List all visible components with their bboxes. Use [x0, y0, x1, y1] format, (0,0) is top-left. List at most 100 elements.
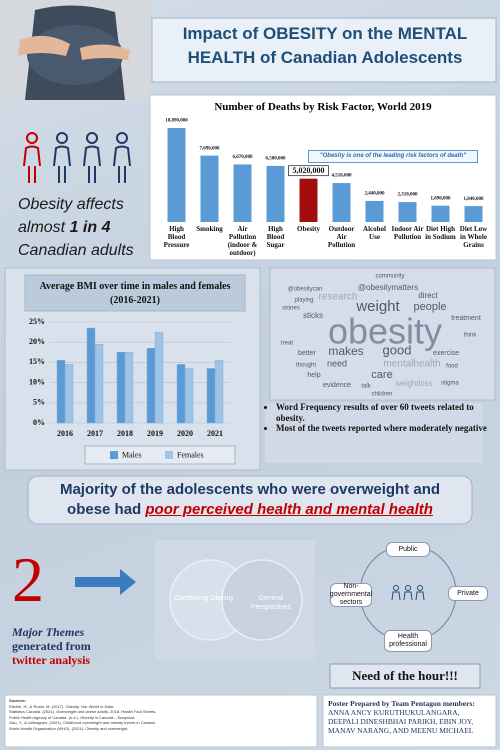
cloud-word: @obesitycan — [288, 287, 323, 293]
bar — [167, 128, 186, 222]
banner-highlight: poor perceived health and mental health — [145, 501, 433, 518]
chart-title-box — [24, 274, 246, 312]
bullet: Most of the tweets reported where modera… — [276, 423, 491, 434]
person-icon — [113, 132, 131, 183]
x-tick-label: Outdoor Air Pollution — [327, 225, 356, 249]
cloud-word: treatment — [451, 315, 481, 322]
y-tick-label: 0% — [33, 418, 45, 427]
bar — [332, 183, 351, 222]
bar — [206, 368, 216, 424]
venn-circle — [221, 559, 303, 641]
bar — [214, 360, 224, 424]
value-label: 2,440,000 — [365, 192, 386, 197]
bar — [184, 368, 194, 424]
photo-hand — [18, 35, 70, 56]
bar — [124, 352, 134, 424]
node: Health professional — [384, 630, 432, 652]
bullet: Word Frequency results of over 60 tweets… — [276, 402, 491, 423]
value-label: 6,500,000 — [266, 157, 287, 162]
word-cloud-panel — [269, 267, 496, 401]
bar — [146, 348, 156, 424]
themes-highlight: twitter analysis — [12, 653, 91, 667]
value-label: 1,890,000 — [431, 196, 452, 201]
cloud-word: talk — [361, 384, 371, 390]
value-label: 5,020,000 — [293, 166, 325, 175]
x-tick-label: Air Pollution (indoor & outdoor) — [227, 225, 258, 257]
credits-names: ANNA ANCY KURUTHUKULANGARA, DEEPALI DINE… — [328, 708, 474, 735]
cloud-word: weightloss — [394, 379, 432, 388]
icon-body — [53, 145, 71, 183]
legend-swatch — [110, 451, 118, 459]
cloud-word: direct — [418, 291, 438, 300]
sources: Sources: Ritchie, H., & Roser, M. (2017)… — [9, 698, 314, 731]
icon-head — [26, 132, 38, 144]
bar — [176, 364, 186, 424]
icon-body — [391, 591, 401, 601]
cloud-word: exercise — [433, 350, 459, 357]
icon-body — [113, 145, 131, 183]
cloud-word: sticks — [303, 311, 323, 320]
group-icon — [403, 585, 413, 601]
icon-body — [403, 591, 413, 601]
person-icon — [83, 132, 101, 183]
cloud-word: thought — [296, 363, 316, 369]
credits: Poster Prepared by Team Pentagon members… — [328, 699, 492, 735]
cloud-word: stigma — [441, 381, 459, 387]
venn-label: Combating Obesity — [174, 595, 234, 602]
bar — [431, 205, 450, 222]
source-item: Public Health Agency of Canada. (n.d.). … — [9, 714, 136, 720]
y-tick-label: 10% — [29, 377, 45, 386]
x-tick-label: 2021 — [207, 429, 223, 438]
banner-box — [27, 475, 473, 525]
sources-box — [4, 694, 318, 748]
icon-body — [83, 145, 101, 183]
source-item: Gao, Y., & colleagues. (2021). Childhood… — [9, 720, 156, 725]
cloud-word: playing — [294, 298, 313, 304]
cloud-word: care — [371, 369, 392, 381]
fact-highlight: 1 in 4 — [69, 219, 111, 236]
arrow — [75, 569, 136, 595]
x-tick-label: High Blood Pressure — [163, 225, 190, 249]
value-label: 6,670,000 — [233, 155, 254, 160]
person-icon — [23, 132, 41, 183]
icon-head — [393, 585, 399, 591]
credits-label: Poster Prepared by Team Pentagon members… — [328, 699, 475, 708]
bar — [200, 155, 219, 222]
bar — [365, 200, 384, 222]
x-tick-label: 2020 — [177, 429, 193, 438]
cloud-word: good — [383, 342, 412, 357]
x-tick-label: Alcohol Use — [363, 225, 386, 241]
source-item: Statistics Canada. (2021). Overweight an… — [9, 709, 157, 714]
bar — [154, 331, 164, 424]
annotation: "Obesity is one of the leading risk fact… — [308, 150, 478, 163]
cloud-word: think — [464, 333, 478, 339]
y-tick-label: 25% — [29, 317, 45, 326]
value-label: 2,310,000 — [398, 193, 419, 198]
poster-title: Impact of OBESITY on the MENTAL HEALTH o… — [182, 24, 468, 67]
banner-text: Majority of the adolescents who were ove… — [59, 481, 441, 518]
bullet-list: Word Frequency results of over 60 tweets… — [262, 402, 491, 434]
x-tick-label: 2016 — [57, 429, 73, 438]
bar — [64, 364, 74, 424]
node: Public — [386, 542, 430, 557]
sources-title: Sources: — [9, 698, 27, 703]
cloud-word: @obesitymatters — [358, 283, 418, 292]
x-tick-label: Obesity — [297, 225, 320, 233]
x-tick-label: High Blood Sugar — [266, 225, 285, 249]
legend-label: Females — [177, 450, 204, 459]
bar — [299, 178, 318, 222]
themes-caption: Major Themes generated from twitter anal… — [12, 625, 142, 667]
venn-label: General Perspectives — [250, 595, 292, 611]
cloud-word: evidence — [323, 382, 351, 389]
source-item: Ritchie, H., & Roser, M. (2017). Obesity… — [9, 703, 114, 709]
node: Non-governmental sectors — [329, 583, 373, 607]
cloud-word: better — [298, 350, 317, 357]
credits-box — [322, 694, 497, 748]
x-tick-label: Smoking — [196, 225, 223, 233]
icon-body — [415, 591, 425, 601]
source-item: World Health Organization (WHO). (2021).… — [9, 725, 129, 731]
y-tick-label: 5% — [33, 398, 45, 407]
bar — [398, 202, 417, 222]
